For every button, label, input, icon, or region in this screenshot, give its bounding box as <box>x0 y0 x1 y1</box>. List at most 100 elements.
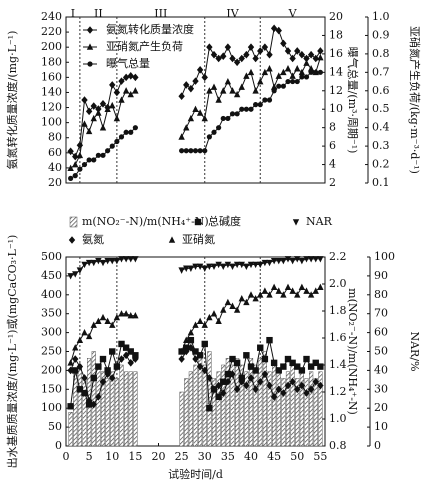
point <box>100 152 106 158</box>
point <box>210 263 218 271</box>
x-tick-label: 55 <box>313 450 327 463</box>
point <box>298 68 306 76</box>
x-tick-label: 0 <box>63 450 70 463</box>
point <box>211 129 217 135</box>
point <box>261 370 269 378</box>
point <box>76 362 84 371</box>
point <box>188 148 194 154</box>
point <box>280 83 286 89</box>
bar <box>225 358 230 447</box>
point <box>99 259 107 267</box>
phase-label: IV <box>226 7 239 20</box>
point <box>99 124 107 131</box>
bar <box>262 351 267 447</box>
point <box>252 294 259 302</box>
point <box>247 374 255 382</box>
y3-tick-label: 90 <box>374 269 388 282</box>
legend-label: 曝气总量 <box>106 56 150 70</box>
y3-tick-label: 0.8 <box>372 47 390 60</box>
point <box>187 329 195 336</box>
point <box>270 24 278 33</box>
point <box>298 367 306 374</box>
point <box>95 105 102 113</box>
bar <box>91 351 96 447</box>
point <box>252 54 259 63</box>
point <box>243 298 250 306</box>
point <box>210 50 218 59</box>
x-tick-label: 30 <box>198 450 212 463</box>
point <box>294 78 300 85</box>
point <box>270 257 278 265</box>
point <box>290 78 296 85</box>
bar <box>221 364 226 447</box>
point <box>233 359 241 367</box>
y-tick-label: 120 <box>41 101 62 114</box>
point <box>229 87 236 94</box>
point <box>220 378 227 385</box>
legend-label: 亚硝氮产生负荷 <box>106 39 183 53</box>
point <box>308 69 314 75</box>
point <box>132 73 139 82</box>
point <box>303 59 310 66</box>
y3-axis-title: 亚硝氮产生负荷/(kg·m⁻³·d⁻¹) <box>408 26 422 174</box>
point <box>95 393 102 401</box>
point <box>220 87 227 94</box>
point <box>243 50 250 59</box>
point <box>183 265 190 272</box>
point <box>210 385 218 394</box>
point <box>294 256 301 263</box>
legend-swatch <box>69 216 78 228</box>
point <box>270 83 278 90</box>
point <box>114 138 120 145</box>
y3-tick-label: 50 <box>374 345 388 358</box>
point <box>183 148 189 154</box>
point <box>289 377 296 386</box>
y3-tick-label: 0.2 <box>372 158 390 171</box>
point <box>81 261 88 269</box>
point <box>206 43 213 51</box>
point <box>178 267 185 274</box>
point <box>243 352 250 359</box>
bar <box>128 371 133 447</box>
legend-label: 亚硝氮 <box>182 232 215 246</box>
point <box>317 283 324 291</box>
point <box>127 72 134 80</box>
point <box>224 261 232 269</box>
point <box>307 256 315 263</box>
point <box>234 111 240 117</box>
point <box>298 257 306 265</box>
point <box>243 72 250 79</box>
y2-tick-label: 10 <box>329 102 343 115</box>
point <box>81 389 88 397</box>
point <box>67 359 74 366</box>
point <box>252 87 259 94</box>
bar <box>96 364 101 447</box>
point <box>201 321 208 328</box>
point <box>183 124 190 131</box>
bar <box>124 371 129 447</box>
y-tick-label: 40 <box>48 161 62 174</box>
y3-tick-label: 40 <box>374 363 388 376</box>
point <box>85 127 93 135</box>
point <box>90 400 97 409</box>
point <box>220 306 227 313</box>
point <box>284 47 292 55</box>
point <box>312 377 319 386</box>
y-tick-label: 250 <box>41 345 62 358</box>
y-tick-label: 100 <box>41 401 62 414</box>
point <box>206 87 213 94</box>
x-tick-label: 40 <box>244 450 258 463</box>
legend-marker <box>87 61 93 67</box>
y3-tick-label: 80 <box>374 288 388 301</box>
y3-tick-label: 0.5 <box>372 102 390 115</box>
point <box>95 152 101 158</box>
point <box>215 393 222 401</box>
point <box>122 351 130 360</box>
x-tick-label: 10 <box>105 450 119 463</box>
bar <box>244 371 249 447</box>
point <box>85 396 93 405</box>
legend-label: 氨氮 <box>82 232 104 246</box>
point <box>109 348 116 355</box>
point <box>187 265 195 272</box>
point <box>257 377 264 386</box>
